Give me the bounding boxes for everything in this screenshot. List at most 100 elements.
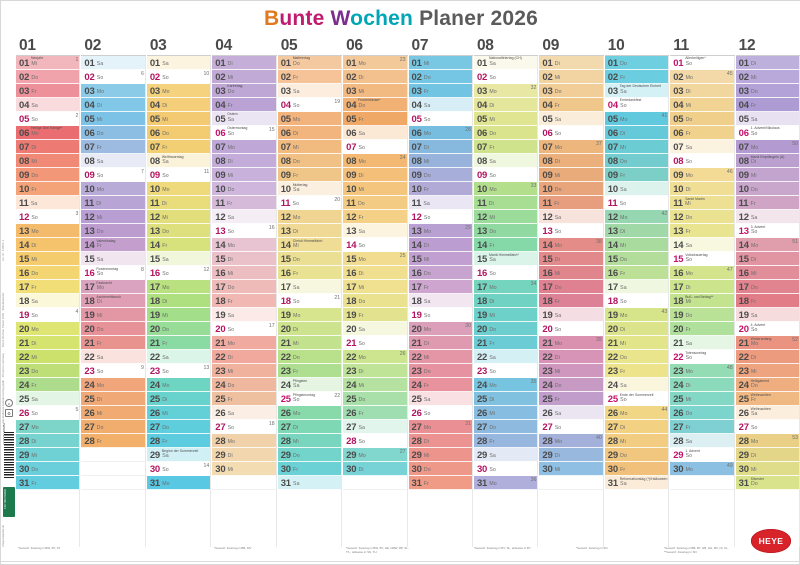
day-cell[interactable]: 13 Do bbox=[473, 224, 539, 239]
day-cell[interactable]: 10 Fr bbox=[408, 182, 473, 197]
day-cell[interactable]: 21 Fr bbox=[81, 336, 146, 351]
day-cell[interactable]: 28 Mi bbox=[277, 434, 343, 449]
day-cell[interactable]: 07 Mi bbox=[277, 140, 343, 155]
day-cell[interactable]: 21 Mo bbox=[212, 336, 277, 351]
day-cell[interactable]: 14 Fr bbox=[146, 238, 212, 253]
day-cell[interactable]: 05 Sa bbox=[735, 112, 800, 127]
day-cell[interactable]: 15 Mi bbox=[16, 252, 81, 267]
day-cell[interactable]: 20 Di bbox=[277, 322, 343, 337]
day-cell[interactable]: 23 Mo 48 bbox=[670, 364, 735, 379]
day-cell[interactable]: 09 Fr bbox=[277, 168, 343, 183]
day-cell[interactable]: 07 Mo 37 bbox=[539, 140, 604, 155]
day-cell[interactable]: 24 Mo 35 bbox=[473, 378, 539, 393]
day-cell[interactable]: 09 So 7 bbox=[81, 168, 146, 183]
day-cell[interactable]: 16 Fr bbox=[604, 266, 670, 281]
day-cell[interactable]: 20 So 4. Advent bbox=[735, 322, 800, 337]
day-cell[interactable]: 19 Mo 43 bbox=[604, 308, 670, 323]
day-cell[interactable]: 06 Do bbox=[146, 126, 212, 141]
day-cell[interactable]: 31 Mo bbox=[146, 476, 212, 491]
day-cell[interactable]: 17 Do bbox=[539, 280, 604, 295]
day-cell[interactable]: 27 Do bbox=[473, 420, 539, 435]
day-cell[interactable]: 01 Sa bbox=[146, 56, 212, 71]
day-cell[interactable]: 08 Do bbox=[277, 154, 343, 169]
day-cell[interactable]: 18 Fr bbox=[539, 294, 604, 309]
day-cell[interactable]: 27 Di bbox=[604, 420, 670, 435]
day-cell[interactable]: 27 Fr bbox=[670, 420, 735, 435]
day-cell[interactable]: 17 Mo Fastnacht bbox=[81, 280, 146, 295]
day-cell[interactable]: 21 Mi bbox=[604, 336, 670, 351]
day-cell[interactable]: 11 So 20 bbox=[277, 196, 343, 211]
day-cell[interactable]: 22 Sa bbox=[473, 350, 539, 365]
day-cell[interactable]: 28 Mo bbox=[212, 434, 277, 449]
day-cell[interactable]: 11 Di bbox=[473, 196, 539, 211]
day-cell[interactable]: 27 So 18 bbox=[212, 420, 277, 435]
day-cell[interactable]: 30 Do bbox=[16, 462, 81, 477]
day-cell[interactable]: 11 Di bbox=[81, 196, 146, 211]
day-cell[interactable]: 13 So bbox=[539, 224, 604, 239]
day-cell[interactable]: 05 Mi bbox=[473, 112, 539, 127]
day-cell[interactable]: 08 So bbox=[670, 154, 735, 169]
day-cell[interactable]: 15 Do bbox=[604, 252, 670, 267]
day-cell[interactable]: 13 Do bbox=[81, 224, 146, 239]
day-cell[interactable]: 15 Sa Mariä Himmelfahrt* bbox=[473, 252, 539, 267]
day-cell[interactable]: 07 Mo 50 bbox=[735, 140, 800, 155]
day-cell[interactable]: 09 Di bbox=[343, 168, 408, 183]
day-cell[interactable]: 30 Fr bbox=[277, 462, 343, 477]
day-cell[interactable]: 06 Fr bbox=[670, 126, 735, 141]
day-cell[interactable]: 04 Di bbox=[146, 98, 212, 113]
day-cell[interactable]: 27 Do bbox=[81, 420, 146, 435]
day-cell[interactable]: 06 So bbox=[539, 126, 604, 141]
day-cell[interactable]: 26 So 5 bbox=[16, 406, 81, 421]
day-cell[interactable]: 05 Mi bbox=[146, 112, 212, 127]
day-cell[interactable]: 01 Do Maifeiertag bbox=[277, 56, 343, 71]
day-cell[interactable]: 27 Mo 31 bbox=[408, 420, 473, 435]
day-cell[interactable]: 29 Do bbox=[277, 448, 343, 463]
day-cell[interactable]: 02 Fr bbox=[277, 70, 343, 85]
day-cell[interactable]: 10 Do bbox=[735, 182, 800, 197]
day-cell[interactable]: 30 Mo 49 bbox=[670, 462, 735, 477]
day-cell[interactable]: 19 Mo bbox=[277, 308, 343, 323]
day-cell[interactable]: 09 So bbox=[473, 168, 539, 183]
day-cell[interactable]: 01 Mo 23 bbox=[343, 56, 408, 71]
day-cell[interactable]: 19 Mi bbox=[146, 308, 212, 323]
day-cell[interactable]: 07 So bbox=[343, 140, 408, 155]
day-cell[interactable]: 18 Sa bbox=[16, 294, 81, 309]
day-cell[interactable]: 01 Do bbox=[604, 56, 670, 71]
day-cell[interactable]: 08 Di Mariä Empfängnis (A) bbox=[735, 154, 800, 169]
day-cell[interactable]: 30 So bbox=[473, 462, 539, 477]
day-cell[interactable]: 21 Sa bbox=[670, 336, 735, 351]
day-cell[interactable]: 12 Mi bbox=[81, 210, 146, 225]
day-cell[interactable]: 25 Do bbox=[343, 392, 408, 407]
day-cell[interactable]: 10 Mi bbox=[343, 182, 408, 197]
day-cell[interactable]: 09 So 11 bbox=[146, 168, 212, 183]
day-cell[interactable]: 23 Do bbox=[16, 364, 81, 379]
day-cell[interactable]: 17 Mi bbox=[343, 280, 408, 295]
day-cell[interactable]: 07 Di bbox=[408, 140, 473, 155]
day-cell[interactable]: 08 Sa bbox=[81, 154, 146, 169]
day-cell[interactable]: 14 Mo 51 bbox=[735, 238, 800, 253]
day-cell[interactable]: 29 Mi bbox=[408, 448, 473, 463]
day-cell[interactable]: 03 Mo bbox=[81, 84, 146, 99]
day-cell[interactable]: 25 Di bbox=[146, 392, 212, 407]
day-cell[interactable]: 18 Fr bbox=[212, 294, 277, 309]
day-cell[interactable]: 12 Mo 42 bbox=[604, 210, 670, 225]
day-cell[interactable]: 25 Di bbox=[81, 392, 146, 407]
day-cell[interactable]: 20 Fr bbox=[670, 322, 735, 337]
day-cell[interactable]: 26 Mo 44 bbox=[604, 406, 670, 421]
day-cell[interactable]: 12 Do bbox=[670, 210, 735, 225]
day-cell[interactable]: 16 So 12 bbox=[146, 266, 212, 281]
day-cell[interactable]: 18 Di bbox=[146, 294, 212, 309]
day-cell[interactable]: 24 Fr bbox=[16, 378, 81, 393]
day-cell[interactable]: 16 Do bbox=[408, 266, 473, 281]
day-cell[interactable]: 08 Mi bbox=[408, 154, 473, 169]
day-cell[interactable]: 05 So 2 bbox=[16, 112, 81, 127]
day-cell[interactable]: 27 So bbox=[539, 420, 604, 435]
day-cell[interactable]: 06 Di bbox=[277, 126, 343, 141]
day-cell[interactable]: 15 Mo 25 bbox=[343, 252, 408, 267]
day-cell[interactable]: 02 So 6 bbox=[81, 70, 146, 85]
day-cell[interactable]: 14 Sa bbox=[670, 238, 735, 253]
day-cell[interactable]: 03 Di bbox=[670, 84, 735, 99]
day-cell[interactable]: 08 Sa Weltfrauentag bbox=[146, 154, 212, 169]
day-cell[interactable]: 16 Mi bbox=[735, 266, 800, 281]
day-cell[interactable]: 23 Di bbox=[343, 364, 408, 379]
